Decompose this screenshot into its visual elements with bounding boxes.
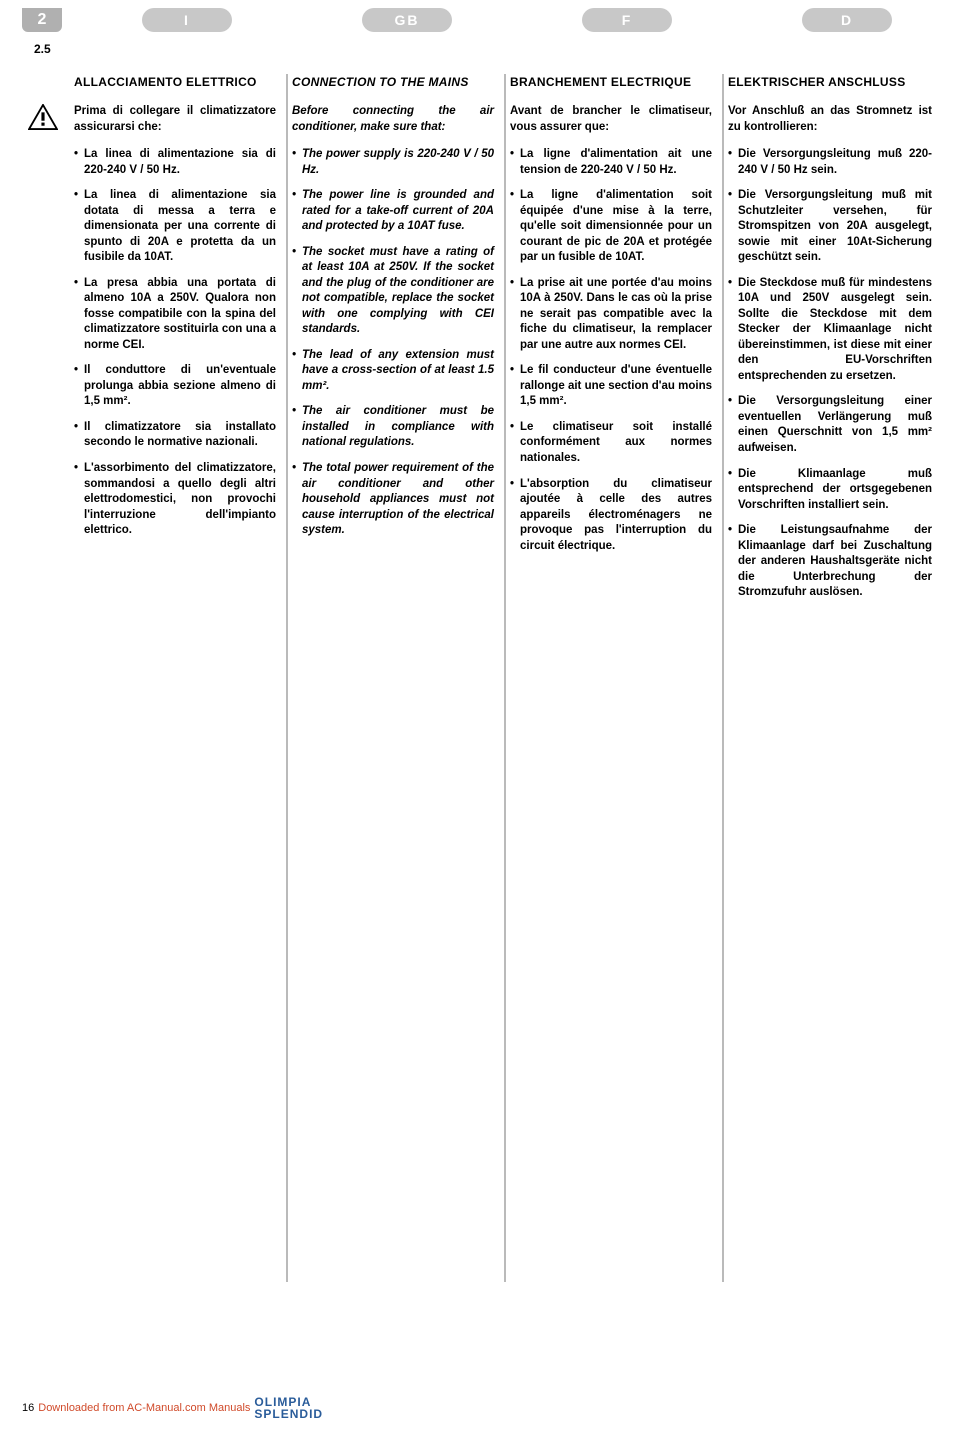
list-f: La ligne d'alimentation ait une tension … — [510, 147, 712, 554]
column-english: CONNECTION TO THE MAINS Before connectin… — [288, 74, 506, 1282]
brand-bottom: SPLENDID — [254, 1408, 323, 1420]
intro-d: Vor Anschluß an das Stromnetz ist zu kon… — [728, 104, 932, 135]
page-footer: 16 Downloaded from AC-Manual.com Manuals… — [22, 1396, 323, 1420]
list-item: L'assorbimento del climatizzatore, somma… — [74, 461, 276, 539]
page-number: 16 — [22, 1402, 34, 1414]
lang-tab-d: D — [802, 8, 892, 32]
list-item: Die Steckdose muß für mindestens 10A und… — [728, 276, 932, 385]
columns-container: ALLACCIAMENTO ELETTRICO Prima di collega… — [0, 32, 960, 1282]
heading-d: ELEKTRISCHER ANSCHLUSS — [728, 74, 932, 90]
list-item: La ligne d'alimentation ait une tension … — [510, 147, 712, 178]
list-d: Die Versorgungsleitung muß 220-240 V / 5… — [728, 147, 932, 600]
list-item: Die Versorgungsleitung einer eventuellen… — [728, 394, 932, 456]
list-item: Die Leistungsaufnahme der Klimaanlage da… — [728, 523, 932, 601]
list-item: L'absorption du climatiseur ajoutée à ce… — [510, 477, 712, 555]
heading-gb: CONNECTION TO THE MAINS — [292, 74, 494, 90]
list-gb: The power supply is 220-240 V / 50 Hz. T… — [292, 147, 494, 538]
chapter-tab: 2 — [22, 8, 62, 32]
heading-f: BRANCHEMENT ELECTRIQUE — [510, 74, 712, 90]
list-item: The power line is grounded and rated for… — [292, 188, 494, 235]
lang-tab-i: I — [142, 8, 232, 32]
list-item: Il conduttore di un'eventuale prolunga a… — [74, 363, 276, 410]
warning-icon — [28, 104, 58, 130]
list-item: Die Versorgungsleitung muß 220-240 V / 5… — [728, 147, 932, 178]
list-item: La prise ait une portée d'au moins 10A à… — [510, 276, 712, 354]
list-i: La linea di alimentazione sia di 220-240… — [74, 147, 276, 538]
intro-f: Avant de brancher le climatiseur, vous a… — [510, 104, 712, 135]
list-item: La linea di alimentazione sia dotata di … — [74, 188, 276, 266]
column-french: BRANCHEMENT ELECTRIQUE Avant de brancher… — [506, 74, 724, 1282]
list-item: Le fil conducteur d'une éventuelle rallo… — [510, 363, 712, 410]
list-item: The air conditioner must be installed in… — [292, 404, 494, 451]
intro-gb: Before connecting the air conditioner, m… — [292, 104, 494, 135]
list-item: The power supply is 220-240 V / 50 Hz. — [292, 147, 494, 178]
section-number: 2.5 — [34, 42, 51, 56]
column-german: ELEKTRISCHER ANSCHLUSS Vor Anschluß an d… — [724, 74, 942, 1282]
intro-i: Prima di collegare il climatizzatore ass… — [74, 104, 276, 135]
list-item: The socket must have a rating of at leas… — [292, 245, 494, 338]
list-item: La ligne d'alimentation soit équipée d'u… — [510, 188, 712, 266]
lang-tab-f: F — [582, 8, 672, 32]
list-item: Il climatizzatore sia installato secondo… — [74, 420, 276, 451]
list-item: The lead of any extension must have a cr… — [292, 348, 494, 395]
lang-tab-gb: GB — [362, 8, 452, 32]
download-link-text[interactable]: Downloaded from AC-Manual.com Manuals — [38, 1402, 250, 1414]
list-item: Le climatiseur soit installé conformémen… — [510, 420, 712, 467]
list-item: Die Klimaanlage muß entsprechend der ort… — [728, 467, 932, 514]
brand-logo: OLIMPIA SPLENDID — [254, 1396, 323, 1420]
list-item: La presa abbia una portata di almeno 10A… — [74, 276, 276, 354]
list-item: Die Versorgungsleitung muß mit Schutzlei… — [728, 188, 932, 266]
heading-i: ALLACCIAMENTO ELETTRICO — [74, 74, 276, 90]
tabs-row: 2 I GB F D — [0, 0, 960, 32]
column-italian: ALLACCIAMENTO ELETTRICO Prima di collega… — [70, 74, 288, 1282]
list-item: The total power requirement of the air c… — [292, 461, 494, 539]
manual-page: 2 I GB F D 2.5 ALLACCIAMENTO ELETTRICO P… — [0, 0, 960, 1432]
list-item: La linea di alimentazione sia di 220-240… — [74, 147, 276, 178]
